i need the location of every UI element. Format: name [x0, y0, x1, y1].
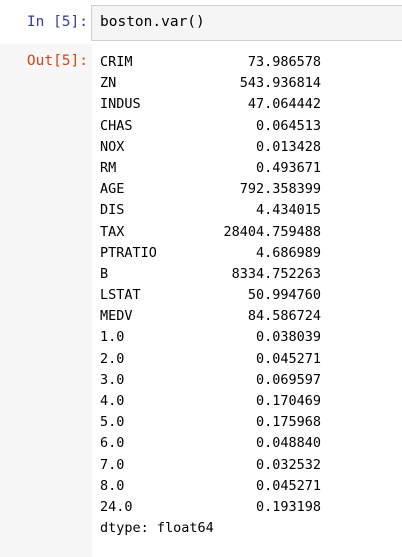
series-row: 6.0 0.048840: [100, 433, 321, 454]
input-prompt: In [5]:: [26, 14, 88, 30]
series-row: ZN 543.936814: [100, 73, 321, 94]
series-value: 47.064442: [247, 96, 321, 113]
series-row: 24.0 0.193198: [100, 497, 321, 518]
series-row: RM 0.493671: [100, 158, 321, 179]
series-value: 50.994760: [247, 287, 321, 304]
series-row: MEDV 84.586724: [100, 306, 321, 327]
series-value: 0.069597: [255, 371, 321, 388]
series-index-label: 6.0: [100, 435, 125, 452]
series-row: B 8334.752263: [100, 264, 321, 285]
series-index-label: 4.0: [100, 393, 125, 409]
series-index-label: B: [100, 265, 109, 282]
code-line[interactable]: boston.var(): [100, 14, 205, 30]
series-row: CRIM 73.986578: [100, 52, 321, 73]
series-value: 0.048840: [255, 435, 321, 452]
series-index-label: NOX: [100, 138, 125, 155]
series-row: CHAS 0.064513: [100, 116, 321, 137]
series-index-label: CRIM: [100, 54, 133, 70]
series-index-label: 24.0: [100, 498, 133, 515]
output-prompt-gutter[interactable]: [0, 44, 92, 557]
output-cell: Out[5]: CRIM 73.986578 ZN 543.936814 INDUS 47…: [0, 44, 402, 557]
series-value: 792.358399: [239, 181, 321, 198]
series-row: 3.0 0.069597: [100, 370, 321, 391]
series-value: 4.686989: [255, 244, 321, 261]
series-row: 7.0 0.032532: [100, 455, 321, 476]
input-cell[interactable]: In [5]: boston.var(): [0, 5, 402, 41]
series-index-label: INDUS: [100, 96, 141, 113]
series-index-label: 2.0: [100, 350, 125, 367]
series-index-label: CHAS: [100, 117, 133, 134]
series-index-label: 1.0: [100, 329, 125, 346]
series-value: 0.170469: [255, 393, 321, 409]
series-row: 5.0 0.175968: [100, 412, 321, 433]
series-index-label: 3.0: [100, 371, 125, 388]
output-prompt: Out[5]:: [26, 53, 88, 69]
code-editor[interactable]: boston.var(): [91, 5, 402, 41]
series-row: INDUS 47.064442: [100, 94, 321, 115]
series-row: TAX 28404.759488: [100, 222, 321, 243]
series-row: 2.0 0.045271: [100, 349, 321, 370]
series-value: 0.064513: [255, 117, 321, 134]
series-value: 4.434015: [255, 202, 321, 219]
series-value: 543.936814: [239, 75, 321, 92]
series-index-label: TAX: [100, 223, 125, 240]
series-index-label: LSTAT: [100, 287, 141, 304]
series-index-label: PTRATIO: [100, 244, 157, 261]
series-value: 0.032532: [255, 456, 321, 473]
series-value: 0.175968: [255, 414, 321, 431]
series-row: PTRATIO 4.686989: [100, 243, 321, 264]
output-area: CRIM 73.986578 ZN 543.936814 INDUS 47.064442 C…: [92, 44, 402, 557]
series-index-label: 5.0: [100, 414, 125, 431]
series-row: AGE 792.358399: [100, 179, 321, 200]
series-value: 0.045271: [255, 350, 321, 367]
series-value: 84.586724: [247, 308, 321, 325]
series-index-label: ZN: [100, 75, 117, 92]
series-row: 4.0 0.170469: [100, 391, 321, 412]
series-row: 1.0 0.038039: [100, 327, 321, 348]
series-index-label: 7.0: [100, 456, 125, 473]
series-row: LSTAT 50.994760: [100, 285, 321, 306]
series-value: 8334.752263: [231, 265, 321, 282]
series-index-label: RM: [100, 159, 117, 176]
series-value: 0.193198: [255, 498, 321, 515]
series-row: DIS 4.434015: [100, 200, 321, 221]
series-index-label: AGE: [100, 181, 125, 198]
series-value: 0.013428: [255, 138, 321, 155]
series-row: 8.0 0.045271: [100, 476, 321, 497]
series-output: CRIM 73.986578 ZN 543.936814 INDUS 47.064442 C…: [100, 52, 321, 539]
series-value: 73.986578: [247, 54, 321, 70]
series-row: NOX 0.013428: [100, 137, 321, 158]
series-value: 0.038039: [255, 329, 321, 346]
dtype-label: dtype: float64: [100, 520, 214, 537]
series-index-label: 8.0: [100, 477, 125, 494]
series-index-label: DIS: [100, 202, 125, 219]
series-value: 0.493671: [255, 159, 321, 176]
series-value: 0.045271: [255, 477, 321, 494]
series-value: 28404.759488: [223, 223, 321, 240]
series-index-label: MEDV: [100, 308, 133, 325]
